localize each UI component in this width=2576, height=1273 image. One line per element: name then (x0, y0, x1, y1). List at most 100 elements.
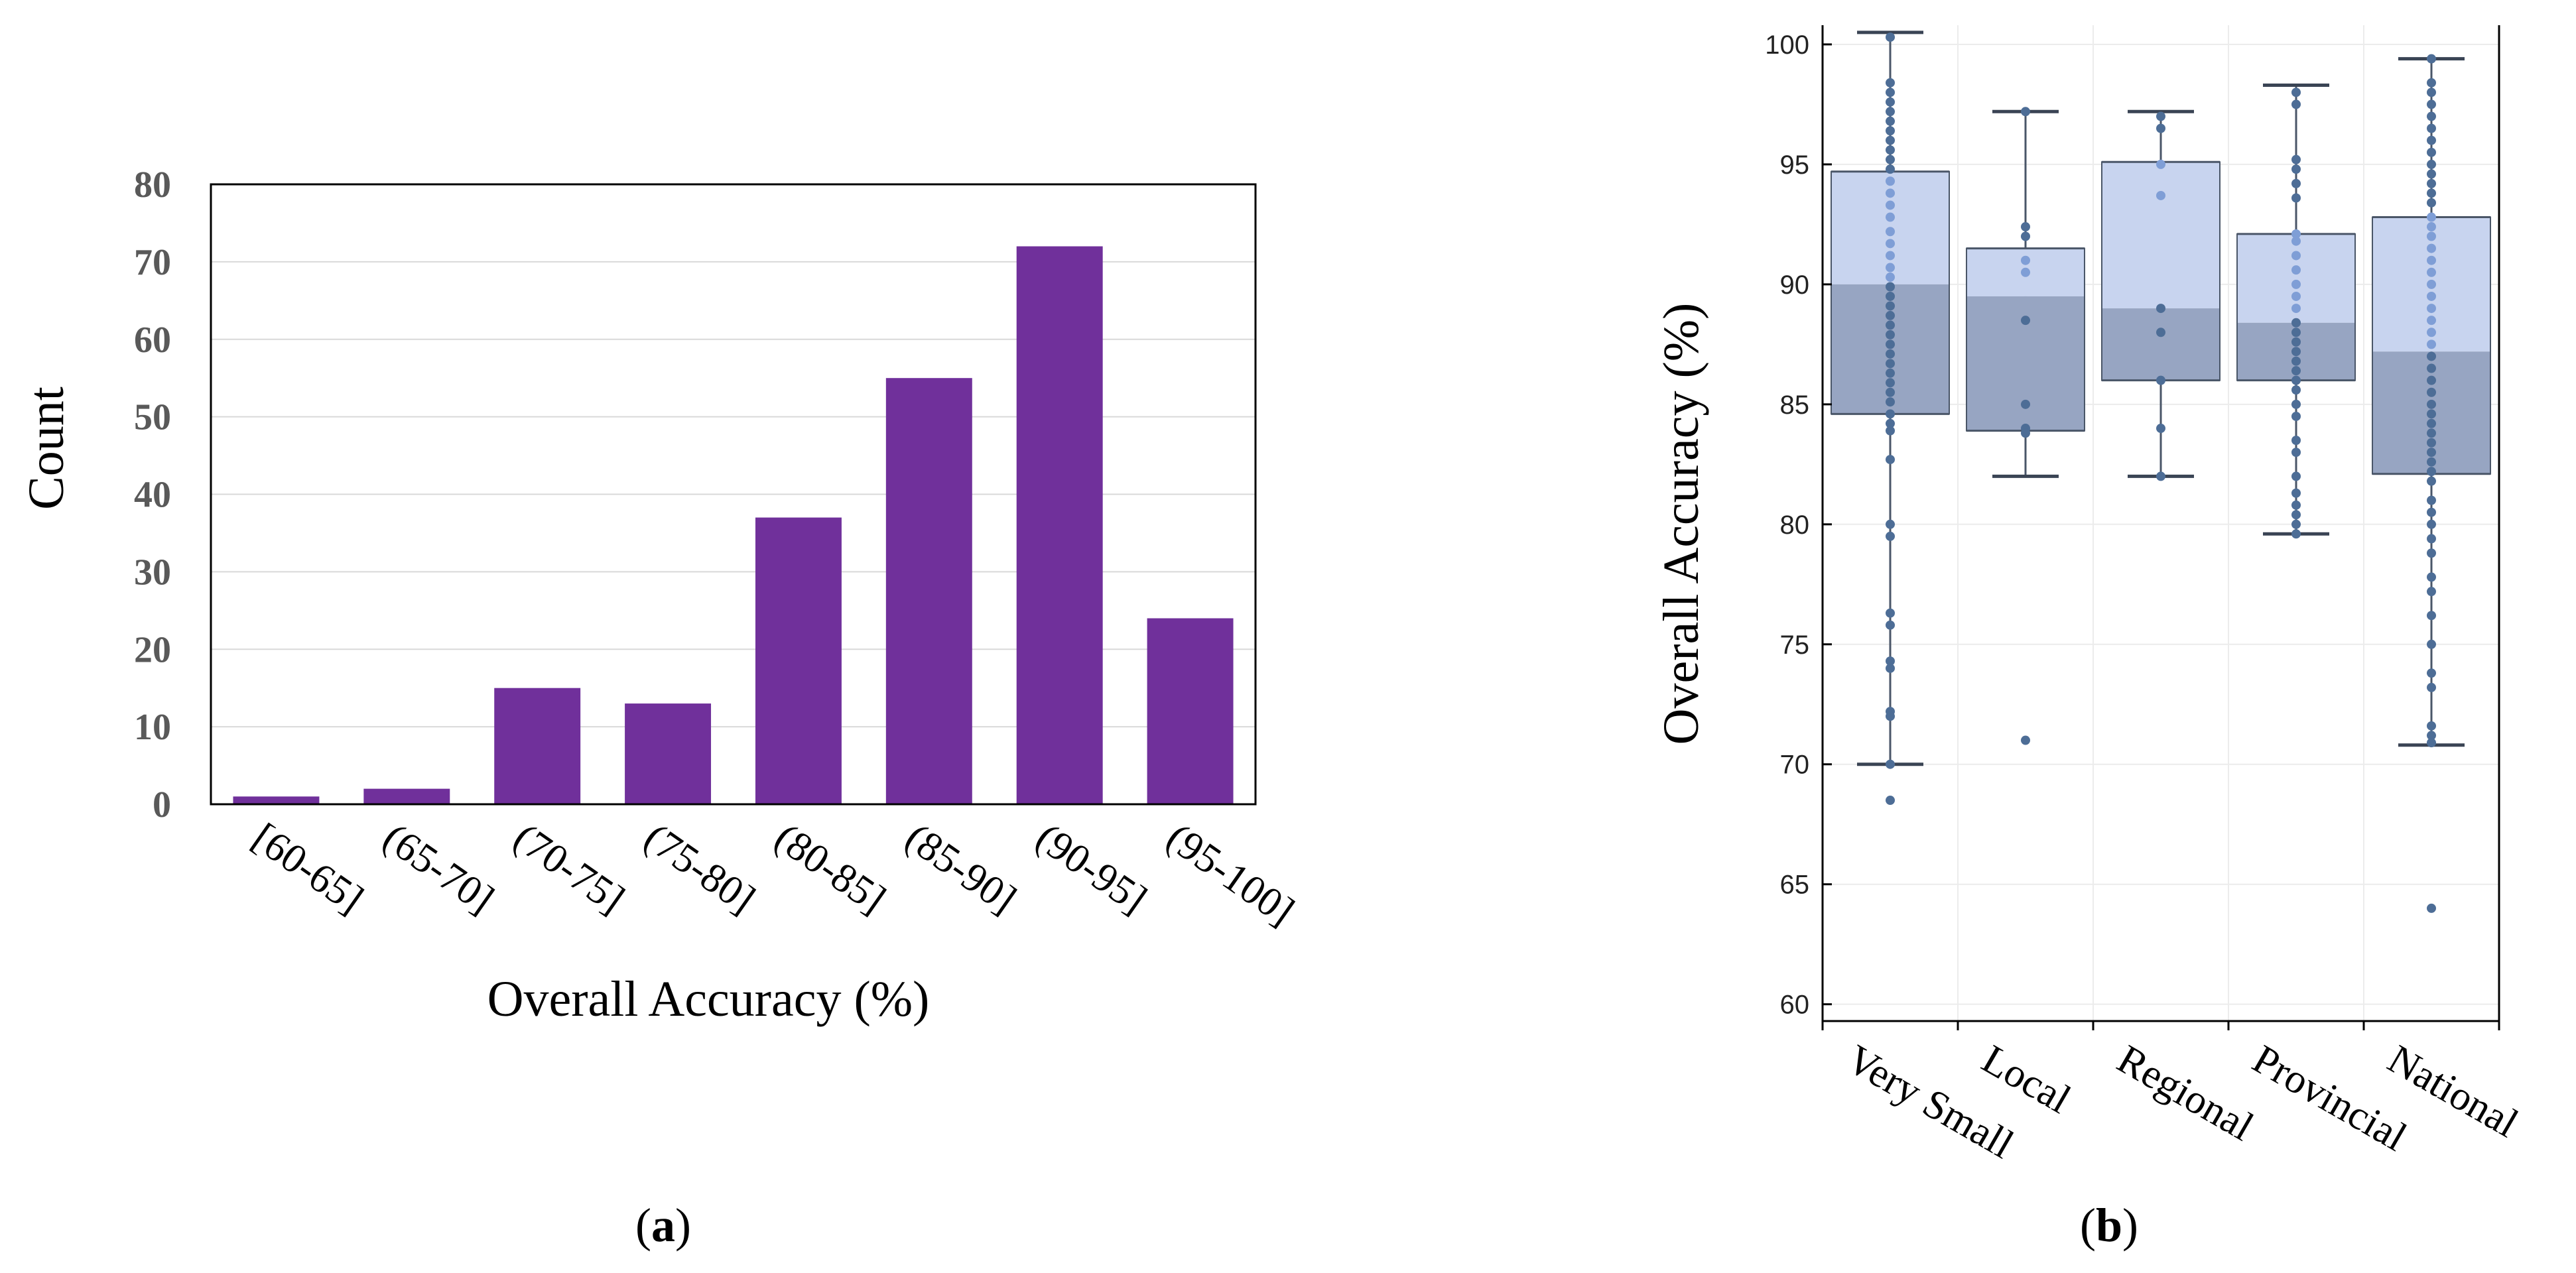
y-tick-label: 70 (1780, 751, 1810, 780)
data-point (1886, 239, 1895, 249)
data-point (2427, 255, 2436, 265)
data-point (2427, 448, 2436, 457)
data-point (2291, 265, 2301, 275)
bar (1016, 246, 1103, 804)
data-point (2427, 279, 2436, 289)
data-point (2427, 428, 2436, 438)
data-point (2427, 123, 2436, 133)
data-point (2021, 735, 2030, 745)
data-point (1886, 116, 1895, 126)
data-point (1886, 188, 1895, 198)
data-point (2291, 510, 2301, 520)
data-point (2291, 471, 2301, 481)
data-point (2427, 212, 2436, 222)
data-point (2291, 318, 2301, 328)
data-point (2291, 328, 2301, 337)
data-point (2427, 668, 2436, 678)
data-point (2427, 351, 2436, 361)
data-point (2427, 339, 2436, 349)
data-point (2427, 316, 2436, 326)
data-point (2427, 507, 2436, 517)
data-point (1886, 154, 1895, 164)
data-point (2427, 78, 2436, 88)
data-point (2291, 519, 2301, 529)
data-point (2291, 229, 2301, 239)
data-point (2427, 178, 2436, 188)
data-point (1886, 32, 1895, 42)
data-point (1886, 273, 1895, 282)
y-axis-ticks: 0 10 20 30 40 50 60 70 80 (134, 164, 171, 825)
y-tick-label: 75 (1780, 631, 1810, 660)
x-tick-label: (70-75] (505, 815, 632, 922)
data-point (1886, 78, 1895, 88)
data-point (1886, 107, 1895, 117)
y-tick-label: 50 (134, 397, 171, 438)
data-point (2291, 291, 2301, 301)
x-axis-label: Overall Accuracy (%) (487, 971, 930, 1027)
data-point (2427, 467, 2436, 477)
data-point (2291, 500, 2301, 510)
x-tick-label: [60-65] (244, 815, 371, 922)
data-point (2427, 457, 2436, 467)
data-point (1886, 409, 1895, 419)
data-point (1886, 164, 1895, 174)
y-tick-label: 80 (1780, 511, 1810, 540)
data-point (2427, 363, 2436, 373)
box-group (2236, 83, 2356, 539)
box-group (1966, 107, 2085, 745)
x-tick-label: (95-100] (1159, 815, 1303, 934)
x-tick-label: (85-90] (897, 815, 1024, 922)
data-point (1886, 426, 1895, 436)
data-point (2156, 159, 2165, 169)
data-point (2427, 135, 2436, 145)
y-tick-label: 70 (134, 242, 171, 283)
y-tick-label: 95 (1780, 151, 1810, 180)
data-point (2427, 222, 2436, 232)
box-lower (2102, 308, 2220, 381)
x-tick-label: (75-80] (636, 815, 763, 922)
data-point (2427, 611, 2436, 621)
data-point (1886, 519, 1895, 529)
data-point (1886, 349, 1895, 359)
data-point (2427, 738, 2436, 748)
data-point (2427, 409, 2436, 419)
data-point (2021, 222, 2030, 232)
data-point (2427, 399, 2436, 409)
data-point (1886, 320, 1895, 330)
data-point (2291, 366, 2301, 376)
data-point (1886, 359, 1895, 369)
box-group (2372, 54, 2491, 913)
data-point (2427, 387, 2436, 397)
data-point (1886, 145, 1895, 155)
data-point (1886, 656, 1895, 666)
panel-a-caption: (a) (635, 1199, 691, 1252)
data-point (2021, 399, 2030, 409)
data-point (2156, 111, 2165, 121)
x-tick-label: Provincial (2245, 1036, 2414, 1160)
panel-b-caption: (b) (2080, 1199, 2138, 1252)
data-point (1886, 310, 1895, 320)
data-point (2427, 731, 2436, 741)
data-point (1886, 711, 1895, 721)
data-point (1886, 126, 1895, 136)
data-point (1886, 759, 1895, 769)
bar (885, 378, 972, 804)
data-point (2427, 375, 2436, 385)
data-point (2021, 107, 2030, 117)
data-point (2291, 375, 2301, 385)
data-point (2291, 154, 2301, 164)
data-point (2427, 721, 2436, 731)
y-axis-label: Overall Accuracy (%) (1653, 303, 1709, 745)
data-point (2427, 903, 2436, 913)
box-upper (2102, 162, 2220, 309)
bar (1147, 618, 1234, 804)
data-point (2291, 164, 2301, 174)
box-group (1831, 30, 1950, 806)
y-tick-label: 10 (134, 707, 171, 748)
y-tick-label: 30 (134, 552, 171, 593)
y-axis-label: Count (19, 387, 74, 510)
data-point (2291, 385, 2301, 395)
